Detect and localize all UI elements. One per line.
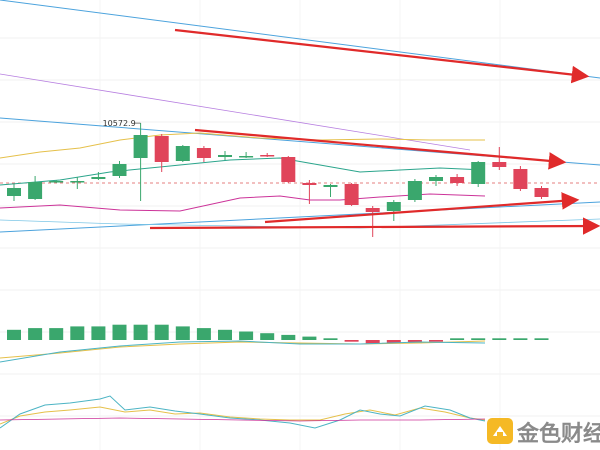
candle-body: [386, 202, 401, 211]
candle-body: [281, 157, 296, 182]
trend-arrows: [149, 28, 600, 235]
trend-arrow: [174, 28, 590, 84]
candle-body: [175, 146, 190, 161]
ma-short-line: [0, 132, 485, 159]
macd-bar: [386, 340, 401, 344]
macd-bar: [91, 326, 106, 340]
macd-bar: [323, 338, 338, 340]
oscillator-line-2: [0, 395, 486, 429]
candle-body: [239, 156, 254, 158]
candle-body: [471, 162, 486, 184]
macd-bar: [112, 324, 127, 340]
oscillator-line-3: [0, 417, 486, 422]
candle-body: [218, 155, 232, 157]
high-price-label: 10572.9: [103, 119, 136, 128]
watermark: 金色财经: [487, 418, 600, 447]
trend-line: [0, 73, 471, 151]
trend-arrow: [149, 217, 600, 235]
macd-bar: [175, 326, 190, 340]
candle-body: [302, 183, 317, 185]
macd-bar: [28, 328, 43, 340]
trend-arrow: [194, 128, 567, 170]
macd-bar: [260, 333, 275, 340]
candle-body: [112, 164, 127, 176]
candle-series: [7, 123, 549, 237]
macd-signal-line: [0, 340, 486, 359]
candle-body: [196, 148, 211, 158]
candle-body: [492, 162, 507, 167]
candle-body: [429, 177, 443, 181]
macd-bar: [239, 331, 254, 340]
candle-body: [513, 169, 528, 189]
support-line: [0, 218, 600, 229]
candle-body: [28, 182, 43, 199]
oscillator-lines: [0, 395, 486, 429]
band-lower-line: [0, 193, 486, 212]
candle-body: [450, 177, 465, 183]
candle-body: [323, 185, 338, 187]
macd-bar: [281, 334, 296, 340]
candle-body: [407, 181, 422, 200]
channel-upper-line: [0, 0, 600, 79]
candle-body: [7, 188, 21, 196]
macd-bar: [302, 336, 317, 340]
macd-bar: [450, 338, 465, 340]
candle-body: [260, 155, 275, 157]
macd-bar: [70, 326, 85, 340]
macd-bar: [365, 340, 380, 344]
macd-bar: [344, 340, 359, 342]
candle-body: [154, 136, 169, 162]
macd-line: [0, 340, 486, 363]
candle-body: [91, 177, 106, 179]
macd-bar: [218, 329, 232, 340]
candle-body: [70, 181, 85, 183]
candle-body: [344, 184, 359, 205]
macd-bar: [534, 338, 549, 340]
candle-body: [49, 181, 64, 183]
macd-bar: [49, 328, 64, 340]
annotations: 10572.9: [103, 119, 141, 128]
macd-bar: [196, 328, 211, 340]
macd-bar: [429, 340, 443, 342]
macd-bar: [513, 338, 528, 340]
trend-arrow: [264, 192, 580, 224]
channel-lower-line: [0, 201, 600, 233]
macd-bar: [471, 338, 486, 340]
ma-long-line: [0, 157, 486, 186]
candle-body: [534, 188, 549, 197]
macd-histogram: [0, 324, 549, 363]
jinse-logo-icon: [487, 418, 513, 444]
watermark-text: 金色财经: [516, 421, 600, 447]
macd-bar: [7, 329, 21, 340]
macd-bar: [133, 324, 148, 340]
candle-body: [133, 135, 148, 158]
candle-body: [365, 208, 380, 212]
macd-bar: [492, 338, 507, 340]
macd-bar: [154, 324, 169, 340]
